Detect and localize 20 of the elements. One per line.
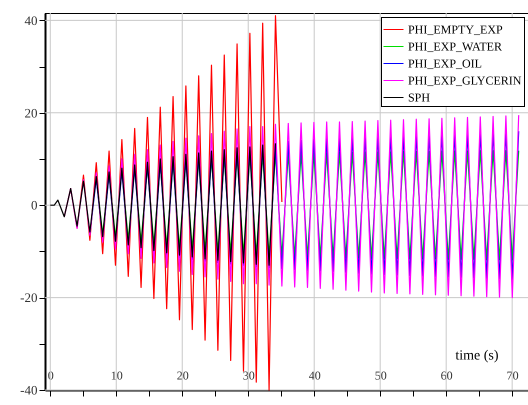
legend-label: PHI_EXP_WATER <box>408 40 502 54</box>
legend-label: PHI_EXP_OIL <box>408 56 482 70</box>
x-tick-label: 50 <box>374 368 387 382</box>
x-tick-label: 10 <box>110 368 123 382</box>
y-tick-label: 0 <box>31 198 38 213</box>
x-axis-title: time (s) <box>455 348 499 364</box>
y-tick-label: -20 <box>20 290 38 306</box>
legend-label: PHI_EXP_GLYCERIN <box>408 74 522 88</box>
x-tick-label: 20 <box>176 368 189 382</box>
x-tick-label: 70 <box>506 368 519 382</box>
x-tick-label: 40 <box>308 368 321 382</box>
legend-label: SPH <box>408 90 430 104</box>
y-tick-label: -40 <box>20 382 38 398</box>
line-series <box>50 142 276 266</box>
legend-label: PHI_EMPTY_EXP <box>408 22 503 36</box>
y-tick-label: 40 <box>24 12 38 28</box>
x-tick-label: 60 <box>440 368 453 382</box>
y-tick-label: 20 <box>24 105 38 120</box>
x-tick-label: 30 <box>242 368 255 382</box>
x-tick-label: 0 <box>48 368 54 382</box>
